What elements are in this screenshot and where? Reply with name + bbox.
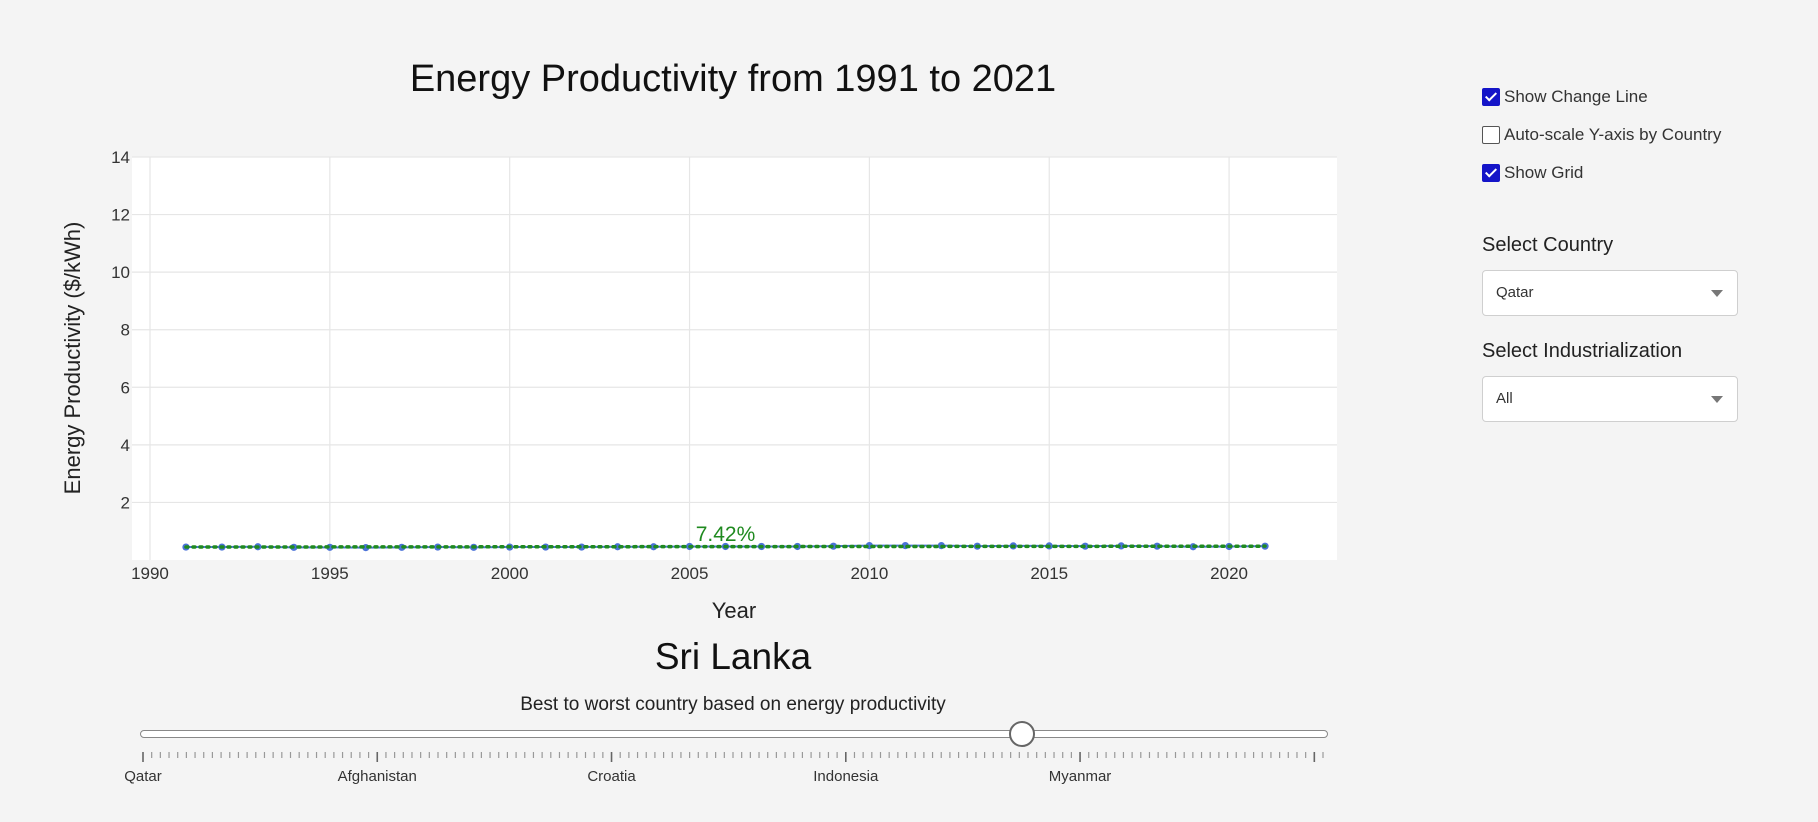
show-change-line-checkbox[interactable]: [1482, 88, 1500, 106]
select-country-label: Select Country: [1482, 234, 1614, 256]
y-tick-label: 14: [111, 148, 130, 167]
slider-country-label: Qatar: [124, 768, 162, 785]
slider-caption: Best to worst country based on energy pr…: [520, 694, 946, 715]
show-change-line-toggle[interactable]: Show Change Line: [1482, 78, 1802, 116]
slider-country-label: Myanmar: [1048, 768, 1112, 785]
show-grid-toggle[interactable]: Show Grid: [1482, 154, 1802, 192]
show-grid-label: Show Grid: [1504, 163, 1584, 182]
control-panel: Show Change Line Auto-scale Y-axis by Co…: [1482, 78, 1802, 422]
y-tick-label: 2: [121, 493, 130, 512]
change-percentage-label: 7.42%: [696, 523, 756, 546]
industrialization-select[interactable]: All: [1482, 376, 1738, 422]
slider-country-label: Indonesia: [813, 768, 879, 785]
country-select[interactable]: Qatar: [1482, 270, 1738, 316]
select-industrialization-label: Select Industrialization: [1482, 340, 1683, 362]
plot-area: [132, 157, 1337, 560]
y-tick-label: 10: [111, 263, 130, 282]
show-change-line-label: Show Change Line: [1504, 87, 1648, 106]
data-point: [613, 543, 622, 551]
slider-handle[interactable]: [1009, 721, 1036, 747]
selected-country-name: Sri Lanka: [654, 636, 812, 677]
slider-country-label: Croatia: [587, 768, 636, 785]
line-chart: 1990 1995 2000 2005 2010 2015 2020 2 4 6 8 10 12 14 7…: [60, 148, 1337, 623]
change-line: [184, 544, 1267, 549]
chevron-down-icon: [1711, 396, 1723, 403]
x-tick-label: 2015: [1030, 564, 1068, 583]
slider-ticks: [142, 752, 1324, 762]
industrialization-select-value: All: [1496, 390, 1513, 407]
x-tick-label: 1990: [131, 564, 169, 583]
chevron-down-icon: [1711, 290, 1723, 297]
x-tick-label: 2020: [1210, 564, 1248, 583]
y-tick-label: 12: [111, 206, 130, 225]
auto-scale-toggle[interactable]: Auto-scale Y-axis by Country: [1482, 116, 1802, 154]
x-axis-title: Year: [712, 598, 756, 623]
y-tick-label: 4: [121, 436, 130, 455]
show-grid-checkbox[interactable]: [1482, 164, 1500, 182]
slider-country-label: Afghanistan: [337, 768, 417, 785]
y-tick-label: 6: [121, 378, 130, 397]
y-axis-title: Energy Productivity ($/kWh): [60, 222, 85, 495]
country-rank-slider[interactable]: [140, 730, 1328, 738]
x-tick-label: 1995: [311, 564, 349, 583]
country-select-value: Qatar: [1496, 284, 1534, 301]
chart-title: Energy Productivity from 1991 to 2021: [409, 58, 1057, 100]
y-tick-label: 8: [121, 321, 130, 340]
x-tick-label: 2005: [671, 564, 709, 583]
x-tick-label: 2000: [491, 564, 529, 583]
auto-scale-label: Auto-scale Y-axis by Country: [1504, 125, 1722, 144]
auto-scale-checkbox[interactable]: [1482, 126, 1500, 144]
x-tick-label: 2010: [850, 564, 888, 583]
